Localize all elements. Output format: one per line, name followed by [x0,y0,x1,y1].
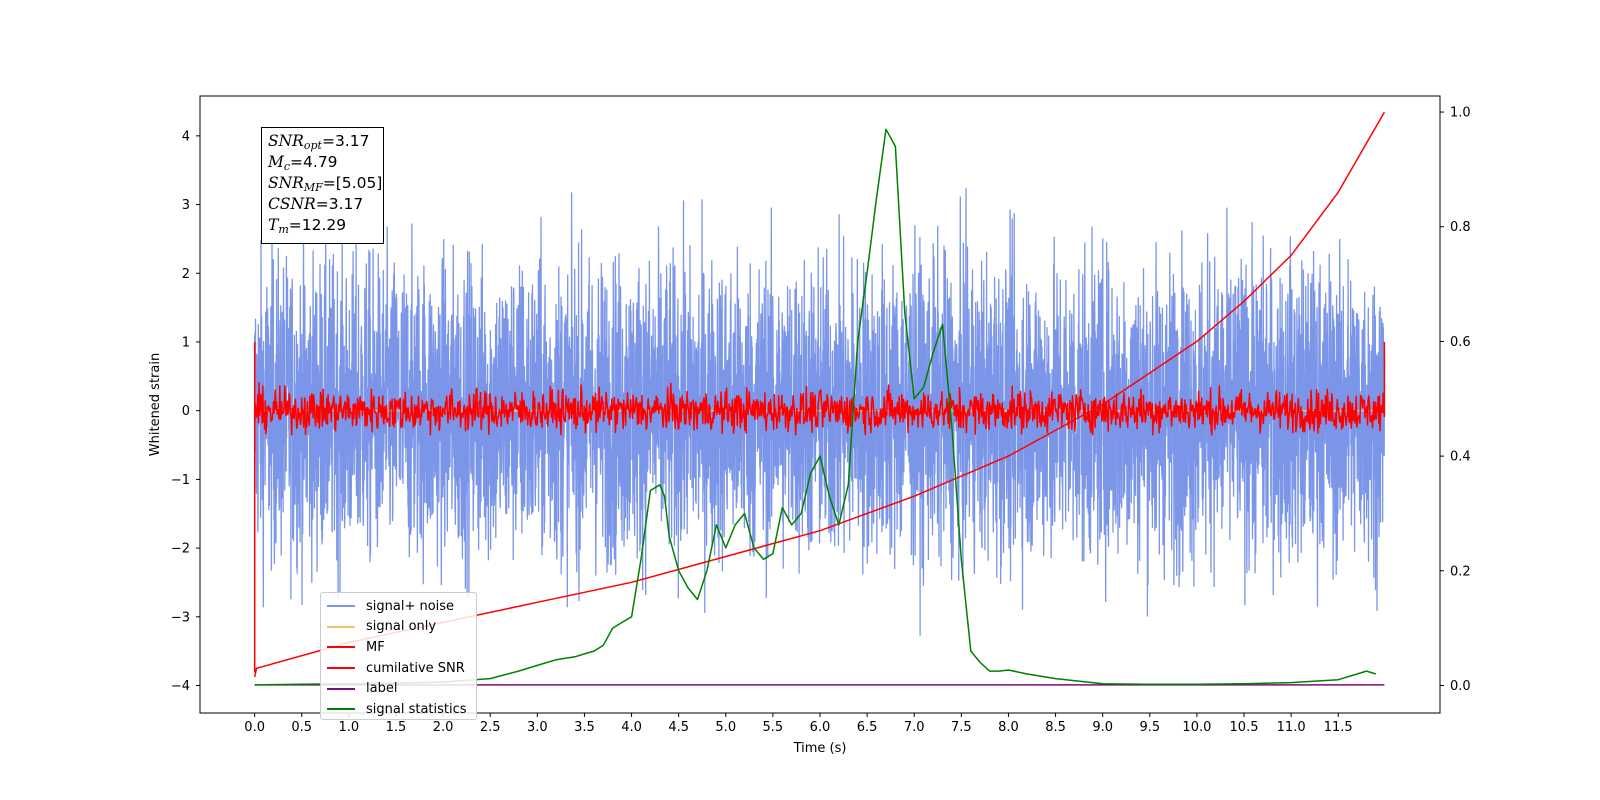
legend-swatch [327,646,355,649]
x-tick-label: 6.0 [810,720,831,735]
y2-tick-label: 1.0 [1450,106,1471,121]
x-tick-label: 3.5 [574,720,595,735]
legend-item-signal-noise: signal+ noise [321,596,476,617]
series-signal-noise [254,188,1386,636]
x-tick-label: 7.0 [904,720,925,735]
y2-tick-label: 0.0 [1450,679,1471,694]
y-tick-label: −3 [171,610,190,625]
legend-swatch [327,708,355,711]
x-axis-label: Time (s) [793,741,847,756]
y-tick-label: −1 [171,473,190,488]
y-tick-label: 3 [182,198,190,213]
y2-tick-label: 0.4 [1450,450,1471,465]
x-tick-label: 7.5 [951,720,972,735]
legend: signal+ noise signal only MF cumilative … [320,592,477,720]
y-tick-label: 4 [182,129,190,144]
x-tick-label: 8.0 [998,720,1019,735]
legend-item-cumulative-snr: cumilative SNR [321,658,476,679]
y-axis-label: Whitened strain [148,353,163,456]
chirp-mass-line: Mc=4.79 [268,153,338,173]
legend-item-mf: MF [321,637,476,658]
x-tick-label: 9.5 [1139,720,1160,735]
csnr-line: CSNR=3.17 [268,195,364,213]
x-tick-label: 1.5 [386,720,407,735]
x-tick-label: 6.5 [857,720,878,735]
x-tick-label: 2.5 [480,720,501,735]
x-tick-label: 11.5 [1324,720,1353,735]
stats-annotation: SNRopt=3.17 Mc=4.79 SNRMF=[5.05] CSNR=3.… [261,127,384,244]
x-tick-label: 4.5 [668,720,689,735]
tm-line: Tm=12.29 [268,216,347,236]
y-tick-label: 2 [182,267,190,282]
x-tick-label: 1.0 [339,720,360,735]
x-tick-label: 10.5 [1230,720,1259,735]
y-tick-label: 1 [182,335,190,350]
x-tick-label: 10.0 [1182,720,1211,735]
legend-item-signal-only: signal only [321,617,476,638]
legend-item-signal-statistics: signal statistics [321,699,476,720]
x-tick-label: 2.0 [433,720,454,735]
y-tick-label: −2 [171,542,190,557]
x-tick-label: 9.0 [1092,720,1113,735]
y-tick-label: −4 [171,679,190,694]
x-tick-label: 11.0 [1277,720,1306,735]
series-mf [253,342,1386,673]
x-tick-label: 0.5 [291,720,312,735]
series-signal-statistics [254,128,1377,686]
x-tick-label: 5.0 [715,720,736,735]
legend-item-label: label [321,678,476,699]
y2-tick-label: 0.6 [1450,335,1471,350]
x-tick-label: 3.0 [527,720,548,735]
legend-swatch [327,625,355,628]
x-tick-label: 8.5 [1045,720,1066,735]
x-tick-label: 4.0 [621,720,642,735]
legend-swatch [327,667,355,670]
y-tick-label: 0 [182,404,190,419]
x-tick-label: 5.5 [763,720,784,735]
y2-tick-label: 0.2 [1450,564,1471,579]
snr-mf-line: SNRMF=[5.05] [268,174,383,194]
x-tick-label: 0.0 [244,720,265,735]
legend-swatch [327,687,355,690]
y2-tick-label: 0.8 [1450,220,1471,235]
legend-swatch [327,605,355,608]
snr-opt-line: SNRopt=3.17 [268,132,370,152]
